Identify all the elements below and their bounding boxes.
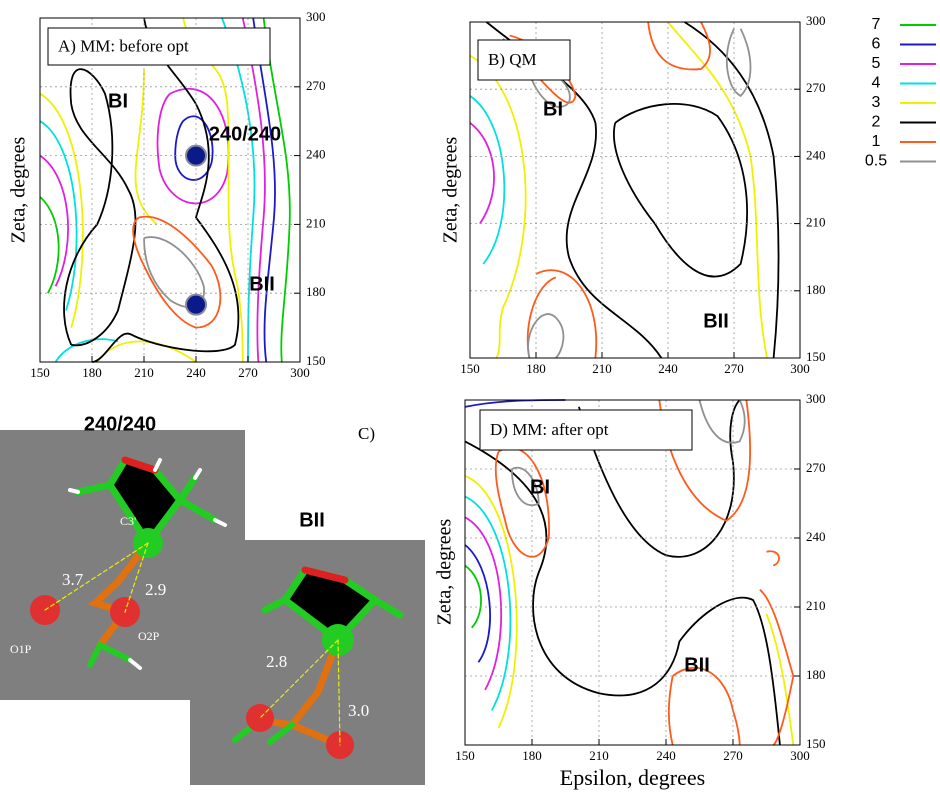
x-tick-label: 270	[723, 748, 743, 763]
legend-label: 6	[872, 36, 881, 53]
distance-label: 3.0	[348, 701, 369, 720]
atom-label: C3'	[120, 514, 136, 528]
annotation: BII	[703, 310, 729, 332]
x-tick-label: 210	[589, 748, 609, 763]
panel-label: C)	[358, 424, 375, 443]
x-tick-label: 240	[186, 365, 206, 380]
atom-label: O1P	[10, 642, 32, 656]
x-tick-label: 150	[30, 365, 50, 380]
contour-line	[465, 517, 501, 690]
y-tick-label: 240	[806, 529, 826, 544]
distance-label: 2.9	[145, 580, 166, 599]
x-tick-label: 240	[656, 748, 676, 763]
y-tick-label: 300	[306, 9, 326, 24]
x-tick-label: 270	[724, 361, 744, 376]
legend-label: 1	[872, 133, 881, 150]
contour-line	[40, 18, 243, 362]
x-tick-label: 180	[526, 361, 546, 376]
contour-line	[465, 566, 481, 628]
y-axis-label: Zeta, degrees	[8, 136, 30, 243]
panel-title: D) MM: after opt	[490, 420, 609, 439]
legend-label: 5	[872, 55, 881, 72]
legend-label: 4	[872, 75, 881, 92]
legend-label: 2	[872, 114, 881, 131]
y-tick-label: 240	[306, 147, 326, 162]
y-tick-label: 300	[806, 391, 826, 406]
y-tick-label: 270	[806, 80, 826, 95]
x-tick-label: 150	[455, 748, 475, 763]
annotation: 240/240	[209, 123, 281, 145]
molecule-title: BII	[299, 509, 325, 531]
y-tick-label: 150	[806, 349, 826, 364]
contour-line	[496, 400, 794, 745]
annotation: BII	[684, 654, 710, 676]
panel-title: A) MM: before opt	[58, 36, 189, 55]
distance-label: 2.8	[266, 652, 287, 671]
x-tick-label: 270	[238, 365, 258, 380]
y-tick-label: 270	[306, 78, 326, 93]
x-tick-label: 240	[658, 361, 678, 376]
y-tick-label: 240	[806, 147, 826, 162]
y-tick-label: 150	[306, 353, 326, 368]
annotation: BI	[108, 90, 128, 112]
legend-label: 0.5	[865, 153, 887, 170]
y-tick-label: 180	[306, 284, 326, 299]
molecule-title: 240/240	[84, 413, 156, 435]
x-axis-label: Epsilon, degrees	[560, 765, 705, 790]
y-tick-label: 150	[806, 736, 826, 751]
y-tick-label: 210	[306, 215, 326, 230]
panel-title: B) QM	[488, 50, 537, 69]
legend-label: 3	[872, 94, 881, 111]
annotation: BII	[249, 273, 275, 295]
contour-line	[470, 96, 504, 264]
y-tick-label: 180	[806, 282, 826, 297]
annotation: BI	[543, 98, 563, 120]
annotation: BI	[530, 476, 550, 498]
contour-line	[465, 476, 793, 745]
x-tick-label: 150	[460, 361, 480, 376]
x-tick-label: 180	[522, 748, 542, 763]
x-tick-label: 210	[134, 365, 154, 380]
figure: C3' O1P O2P 3.7 2.9 2.8 3.0 240/240 BII …	[0, 0, 940, 792]
contours	[40, 18, 290, 362]
atom-label: O2P	[138, 629, 160, 643]
marker	[186, 146, 206, 166]
contour-line	[64, 18, 238, 362]
contour-line	[470, 123, 494, 224]
x-tick-label: 210	[592, 361, 612, 376]
y-axis-label: Zeta, degrees	[440, 136, 462, 243]
x-tick-label: 180	[82, 365, 102, 380]
y-tick-label: 270	[806, 460, 826, 475]
y-tick-label: 180	[806, 667, 826, 682]
contours	[465, 400, 793, 745]
distance-label: 3.7	[62, 570, 84, 589]
marker	[186, 295, 206, 315]
legend-label: 7	[872, 16, 881, 33]
y-tick-label: 210	[806, 215, 826, 230]
y-axis-label: Zeta, degrees	[434, 518, 456, 625]
y-tick-label: 210	[806, 598, 826, 613]
contour-line	[40, 18, 254, 362]
y-tick-label: 300	[806, 13, 826, 28]
